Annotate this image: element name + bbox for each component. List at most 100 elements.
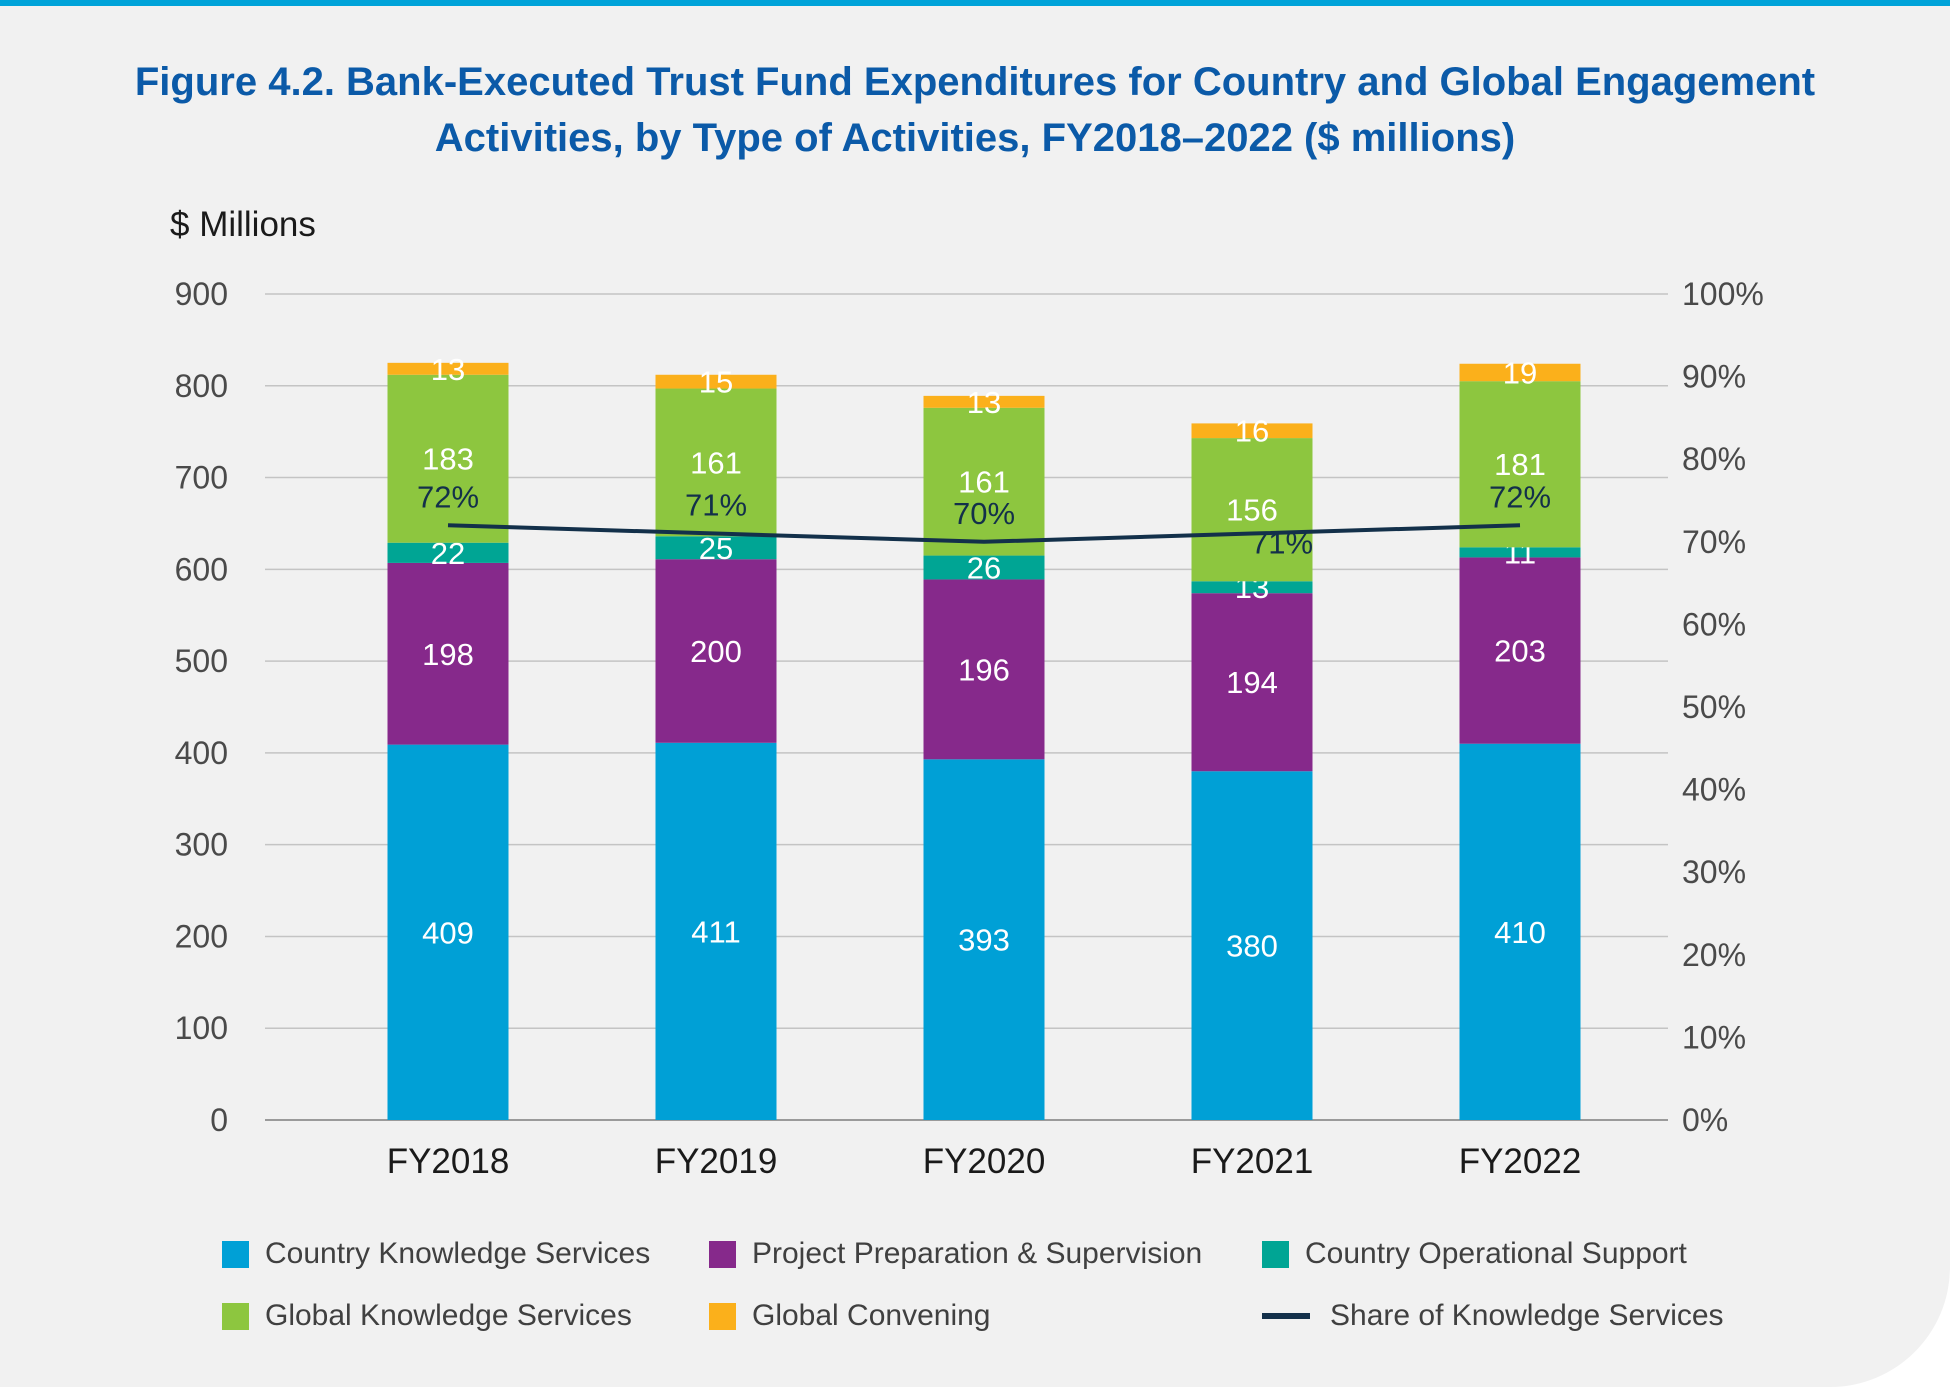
- legend-swatch: [709, 1302, 736, 1330]
- data-label: 161: [690, 445, 742, 480]
- data-label: 13: [967, 385, 1001, 420]
- x-tick-label: FY2022: [1459, 1142, 1582, 1181]
- bar-segment: [1459, 381, 1581, 548]
- legend-swatch: [1262, 1240, 1289, 1268]
- data-label: 183: [422, 442, 474, 477]
- bar-segment: [1459, 743, 1581, 1120]
- data-label: 181: [1494, 447, 1546, 482]
- legend-item: Share of Knowledge Services: [1262, 1296, 1724, 1336]
- x-tick-label: FY2018: [387, 1142, 510, 1181]
- data-label: 19: [1503, 355, 1537, 390]
- legend-item: Country Knowledge Services: [222, 1234, 650, 1274]
- x-tick-label: FY2019: [655, 1142, 778, 1181]
- data-label: 26: [967, 550, 1001, 585]
- bar-segment: [923, 395, 1045, 408]
- y-tick-label: 700: [175, 460, 228, 496]
- bar-segment: [1191, 593, 1313, 772]
- y2-tick-label: 30%: [1682, 854, 1746, 890]
- data-label: 409: [422, 915, 474, 950]
- data-label: 25: [699, 531, 733, 566]
- y2-tick-label: 50%: [1682, 689, 1746, 725]
- y2-tick-label: 0%: [1682, 1102, 1728, 1138]
- bar-segment: [387, 744, 509, 1120]
- y-tick-label: 100: [175, 1010, 228, 1046]
- y-tick-label: 600: [175, 551, 228, 587]
- chart-legend: Country Knowledge Services Project Prepar…: [222, 1234, 1782, 1364]
- y-axis-title: $ Millions: [170, 205, 316, 244]
- legend-label: Global Convening: [752, 1299, 991, 1332]
- y2-tick-label: 40%: [1682, 772, 1746, 808]
- y-tick-label: 300: [175, 827, 228, 863]
- y2-tick-label: 20%: [1682, 937, 1746, 973]
- data-label: 156: [1226, 493, 1278, 528]
- stacked-bar-chart: $ Millions 0 100 200 300 400 500 600 700 800 900 0%…: [170, 205, 1764, 1181]
- data-label: 393: [958, 923, 1010, 958]
- share-label: 70%: [953, 496, 1015, 531]
- data-label: 13: [431, 352, 465, 387]
- bar-segment: [387, 362, 509, 375]
- bar-segment: [1459, 557, 1581, 744]
- y-tick-label: 200: [175, 918, 228, 954]
- bar-segment: [1191, 581, 1313, 594]
- bar-segment: [923, 555, 1045, 580]
- bar-segment: [1191, 771, 1313, 1120]
- share-line: [447, 523, 1521, 544]
- legend-label: Project Preparation & Supervision: [752, 1237, 1203, 1270]
- data-label: 15: [699, 365, 733, 400]
- bar-segment: [655, 536, 777, 560]
- data-label: 198: [422, 637, 474, 672]
- legend-item: Global Knowledge Services: [222, 1296, 632, 1336]
- legend-item: Global Convening: [709, 1296, 991, 1336]
- y-tick-label: 500: [175, 643, 228, 679]
- bar-segment: [387, 562, 509, 745]
- data-label: 16: [1235, 414, 1269, 449]
- data-label: 194: [1226, 665, 1278, 700]
- bar-segment: [1459, 547, 1581, 558]
- y2-tick-label: 100%: [1682, 276, 1764, 312]
- legend-item: Country Operational Support: [1262, 1234, 1687, 1274]
- bar-segment: [655, 388, 777, 537]
- legend-swatch: [1262, 1313, 1310, 1319]
- bar-segment: [1191, 423, 1313, 439]
- legend-swatch: [222, 1240, 249, 1268]
- legend-swatch: [222, 1302, 249, 1330]
- y-tick-label: 0: [210, 1102, 228, 1138]
- data-label: 203: [1494, 634, 1546, 669]
- legend-item: Project Preparation & Supervision: [709, 1234, 1202, 1274]
- bar-segment: [923, 579, 1045, 760]
- y2-tick-label: 80%: [1682, 441, 1746, 477]
- x-tick-label: FY2020: [923, 1142, 1046, 1181]
- bar-segment: [387, 374, 509, 543]
- y2-tick-label: 90%: [1682, 359, 1746, 395]
- share-label: 72%: [417, 479, 479, 514]
- y2-tick-label: 60%: [1682, 606, 1746, 642]
- share-label: 71%: [685, 488, 747, 523]
- bar-segment: [1459, 363, 1581, 382]
- y2-tick-label: 10%: [1682, 1019, 1746, 1055]
- share-label: 72%: [1489, 479, 1551, 514]
- legend-label: Global Knowledge Services: [265, 1299, 632, 1332]
- legend-swatch: [709, 1240, 736, 1268]
- y-tick-label: 800: [175, 368, 228, 404]
- bar-segment: [655, 559, 777, 743]
- data-label: 380: [1226, 929, 1278, 964]
- y2-tick-label: 70%: [1682, 524, 1746, 560]
- y-tick-label: 900: [175, 276, 228, 312]
- y-tick-label: 400: [175, 735, 228, 771]
- data-label: 200: [690, 634, 742, 669]
- legend-label: Country Knowledge Services: [265, 1237, 651, 1270]
- bar-segment: [1191, 438, 1313, 582]
- bar-segment: [655, 742, 777, 1120]
- bar-segment: [923, 759, 1045, 1120]
- bar-segment: [655, 374, 777, 389]
- figure-title: Figure 4.2. Bank-Executed Trust Fund Exp…: [134, 60, 1816, 160]
- data-label: 411: [691, 914, 740, 949]
- bar-segment: [923, 407, 1045, 556]
- legend-label: Country Operational Support: [1305, 1237, 1687, 1270]
- data-label: 410: [1494, 915, 1546, 950]
- bar-segment: [387, 542, 509, 563]
- share-label: 71%: [1251, 526, 1313, 561]
- x-tick-label: FY2021: [1191, 1142, 1314, 1181]
- data-label: 196: [958, 652, 1010, 687]
